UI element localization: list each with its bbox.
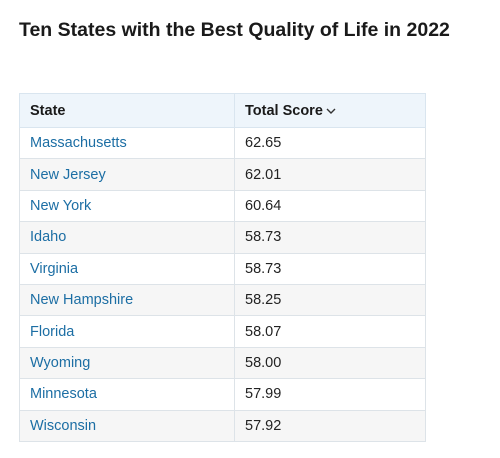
score-cell: 57.92 (234, 409, 426, 442)
state-link[interactable]: Wyoming (30, 354, 91, 371)
table-row: Minnesota 57.99 (19, 378, 426, 411)
sort-header-cell[interactable]: Total Score (234, 93, 426, 128)
state-cell: Massachusetts (19, 126, 235, 160)
data-table: State Total Score Massachusetts 62.65 New … (19, 93, 426, 442)
state-cell: Idaho (19, 221, 235, 254)
score-cell: 60.64 (234, 189, 426, 223)
state-link[interactable]: Massachusetts (30, 135, 127, 152)
state-link[interactable]: Virginia (30, 260, 79, 277)
table-row: Massachusetts 62.65 (19, 126, 426, 160)
score-cell: 62.01 (234, 158, 426, 191)
score-cell: 62.65 (234, 126, 426, 160)
score-cell: 58.07 (234, 315, 426, 348)
table-row: New Jersey 62.01 (19, 158, 426, 191)
state-cell: New Jersey (19, 158, 235, 191)
table-row: New York 60.64 (19, 189, 426, 223)
score-cell: 58.00 (234, 346, 426, 380)
state-link[interactable]: Idaho (30, 229, 67, 246)
state-link[interactable]: New York (30, 197, 92, 214)
state-cell: Wisconsin (19, 409, 235, 442)
state-link[interactable]: Florida (30, 323, 75, 340)
state-cell: New York (19, 189, 235, 223)
table-row: New Hampshire 58.25 (19, 283, 426, 317)
table-row: Idaho 58.73 (19, 221, 426, 254)
header-row: State Total Score (19, 93, 426, 128)
page-title: Ten States with the Best Quality of Life… (19, 19, 450, 41)
score-cell: 58.25 (234, 283, 426, 317)
state-link[interactable]: Minnesota (30, 386, 97, 403)
header-cell: State (19, 93, 235, 128)
score-cell: 58.73 (234, 252, 426, 285)
state-cell: New Hampshire (19, 283, 235, 317)
state-cell: Wyoming (19, 346, 235, 380)
table-row: Wyoming 58.00 (19, 346, 426, 380)
state-cell: Florida (19, 315, 235, 348)
score-cell: 57.99 (234, 378, 426, 411)
table-row: Wisconsin 57.92 (19, 409, 426, 442)
sort-icon (326, 108, 336, 114)
table-body: Massachusetts 62.65 New Jersey 62.01 New Yor… (19, 126, 426, 442)
header-text: Total Score (245, 102, 323, 119)
state-link[interactable]: New Jersey (30, 166, 106, 183)
table-row: Virginia 58.73 (19, 252, 426, 285)
header-text: State (30, 102, 66, 119)
table-row: Florida 58.07 (19, 315, 426, 348)
score-cell: 58.73 (234, 221, 426, 254)
state-link[interactable]: New Hampshire (30, 292, 134, 309)
table-header: State Total Score (19, 93, 426, 128)
state-link[interactable]: Wisconsin (30, 417, 97, 434)
state-cell: Minnesota (19, 378, 235, 411)
state-cell: Virginia (19, 252, 235, 285)
